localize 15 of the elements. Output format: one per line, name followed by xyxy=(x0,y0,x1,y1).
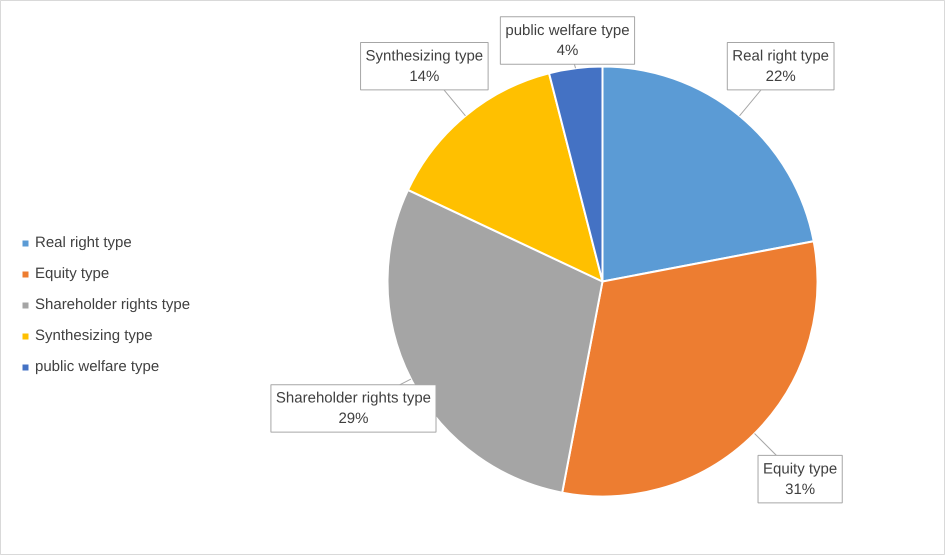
legend-label: public welfare type xyxy=(35,358,160,375)
slice-label: Real right type xyxy=(732,47,830,64)
data-label: 29% xyxy=(338,410,368,428)
slice-label: Synthesizing type xyxy=(366,47,484,64)
slice-label: Shareholder rights type xyxy=(276,390,432,407)
legend-label: Real right type xyxy=(35,234,132,251)
data-label: 4% xyxy=(556,42,578,60)
slice-label: Equity type xyxy=(763,460,838,478)
slice-label: public welfare type xyxy=(505,22,630,39)
data-label: 14% xyxy=(409,68,440,85)
data-label: 22% xyxy=(766,68,796,85)
legend-label: Synthesizing type xyxy=(35,327,153,344)
data-label: 31% xyxy=(785,480,816,498)
legend-label: Shareholder rights type xyxy=(35,296,190,313)
legend-label: Equity type xyxy=(35,265,110,282)
